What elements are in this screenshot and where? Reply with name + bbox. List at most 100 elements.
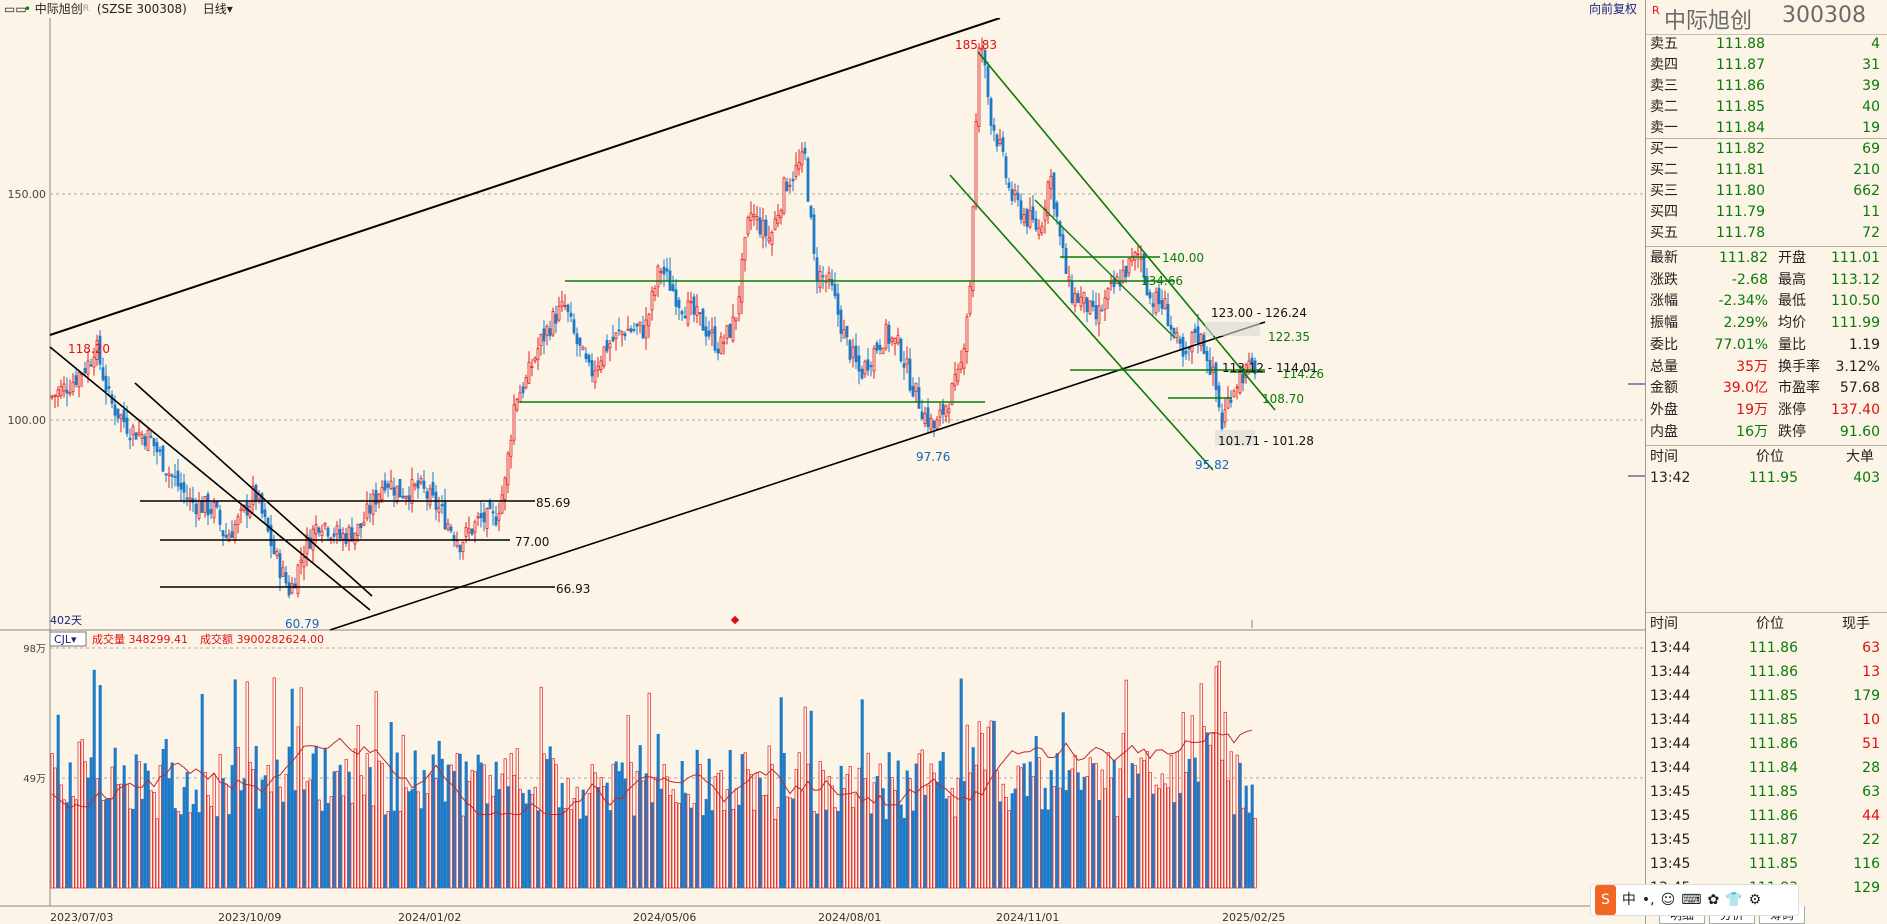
ime-icon[interactable]: ⌨ bbox=[1681, 892, 1702, 908]
stat-row[interactable]: 内盘 16万 跌停 91.60 bbox=[1646, 422, 1887, 443]
candle-body bbox=[827, 272, 831, 280]
tick-row[interactable]: 13:44 111.86 63 bbox=[1646, 638, 1887, 659]
trend-line[interactable] bbox=[329, 321, 1266, 631]
tick-row[interactable]: 13:44 111.86 13 bbox=[1646, 662, 1887, 683]
volume-bar bbox=[1220, 759, 1224, 889]
ask-row[interactable]: 卖三 111.86 39 bbox=[1646, 76, 1887, 97]
tick-row[interactable]: 13:45 111.85 116 bbox=[1646, 854, 1887, 875]
candle-body bbox=[1241, 373, 1245, 384]
trend-line[interactable] bbox=[49, 18, 1001, 336]
bid-row[interactable]: 买五 111.78 72 bbox=[1646, 223, 1887, 244]
volume-bar bbox=[110, 766, 114, 889]
indicator-select[interactable] bbox=[49, 631, 87, 647]
volume-bar bbox=[506, 786, 510, 889]
ime-icon[interactable]: •, bbox=[1641, 892, 1655, 908]
ask-row[interactable]: 卖四 111.87 31 bbox=[1646, 55, 1887, 76]
ask-row[interactable]: 卖一 111.84 19 bbox=[1646, 118, 1887, 139]
volume-bar bbox=[941, 752, 945, 889]
big-header[interactable]: 时间 价位 大单 bbox=[1646, 447, 1887, 468]
tick-row[interactable]: 13:44 111.85 179 bbox=[1646, 686, 1887, 707]
tick-row[interactable]: 13:45 111.86 44 bbox=[1646, 806, 1887, 827]
stock-name[interactable]: 中际旭创 bbox=[34, 2, 83, 16]
volume-bar bbox=[1016, 765, 1020, 889]
ime-icon[interactable]: 中 bbox=[1621, 892, 1636, 908]
stat-row[interactable]: 外盘 19万 涨停 137.40 bbox=[1646, 400, 1887, 421]
ime-icon[interactable]: 👕 bbox=[1725, 892, 1743, 908]
volume-bar bbox=[221, 778, 225, 889]
volume-bar bbox=[257, 808, 261, 889]
bid-row[interactable]: 买四 111.79 11 bbox=[1646, 202, 1887, 223]
trend-line[interactable] bbox=[134, 382, 373, 597]
candle-body bbox=[917, 387, 921, 409]
volume-bar bbox=[884, 819, 888, 889]
volume-bar bbox=[608, 810, 612, 889]
ask-row[interactable]: 卖二 111.85 40 bbox=[1646, 97, 1887, 118]
bid-row[interactable]: 买一 111.82 69 bbox=[1646, 139, 1887, 160]
volume-bar bbox=[1124, 679, 1128, 889]
menu-icon[interactable]: ▭▭ bbox=[4, 2, 27, 16]
candle-body bbox=[641, 325, 645, 339]
volume-bar bbox=[833, 807, 837, 889]
stat-row[interactable]: 金额 39.0亿 市盈率 57.68 bbox=[1646, 378, 1887, 399]
volume-bar bbox=[500, 773, 504, 889]
volume-bar bbox=[1127, 797, 1131, 889]
tick-row[interactable]: 13:44 111.86 51 bbox=[1646, 734, 1887, 755]
level-volume: 11 bbox=[1862, 204, 1880, 220]
tick-header[interactable]: 时间 价位 现手 bbox=[1646, 614, 1887, 635]
tick-row[interactable]: 13:44 111.85 10 bbox=[1646, 710, 1887, 731]
volume-bar bbox=[950, 787, 954, 889]
ime-icon[interactable]: S bbox=[1595, 885, 1616, 915]
trend-line[interactable] bbox=[1034, 199, 1176, 339]
volume-bar bbox=[791, 798, 795, 889]
stat-value: -2.68 bbox=[1731, 271, 1768, 288]
stat-row[interactable]: 振幅 2.29% 均价 111.99 bbox=[1646, 313, 1887, 334]
stat-row[interactable]: 涨幅 -2.34% 最低 110.50 bbox=[1646, 291, 1887, 312]
trend-line[interactable] bbox=[949, 174, 1214, 471]
candle-body bbox=[293, 583, 297, 589]
chart-toolbar: ▭▭ • 中际旭创R (SZSE 300308) 日线▾ 向前复权 bbox=[0, 0, 1645, 19]
ask-row[interactable]: 卖五 111.88 4 bbox=[1646, 34, 1887, 55]
bid-row[interactable]: 买二 111.81 210 bbox=[1646, 160, 1887, 181]
bid-row[interactable]: 买三 111.80 662 bbox=[1646, 181, 1887, 202]
big-order-row[interactable]: 13:42 111.95 403 bbox=[1646, 468, 1887, 489]
volume-bar bbox=[695, 749, 699, 889]
trend-line[interactable] bbox=[49, 346, 371, 611]
marker-icon[interactable] bbox=[730, 615, 740, 625]
volume-bar bbox=[128, 808, 132, 889]
date-label: 2023/07/03 bbox=[50, 911, 113, 924]
candle-body bbox=[653, 287, 657, 296]
period-select[interactable]: 日线▾ bbox=[202, 2, 233, 16]
stat-row[interactable]: 涨跌 -2.68 最高 113.12 bbox=[1646, 270, 1887, 291]
stat-label: 市盈率 bbox=[1778, 380, 1820, 397]
stat-row[interactable]: 总量 35万 换手率 3.12% bbox=[1646, 357, 1887, 378]
volume-bar bbox=[83, 761, 87, 889]
candle-body bbox=[1205, 350, 1209, 362]
tick-row[interactable]: 13:45 111.85 63 bbox=[1646, 782, 1887, 803]
tick-row[interactable]: 13:44 111.84 28 bbox=[1646, 758, 1887, 779]
kline-chart[interactable]: 150.00 100.00 98万 49万 402天 2023/07/03 2023/10/… bbox=[0, 18, 1645, 924]
ime-icon[interactable]: ☺ bbox=[1660, 892, 1676, 908]
candle-body bbox=[275, 551, 279, 557]
tick-row[interactable]: 13:45 111.87 22 bbox=[1646, 830, 1887, 851]
stat-row[interactable]: 委比 77.01% 量比 1.19 bbox=[1646, 335, 1887, 356]
candle-body bbox=[155, 442, 159, 453]
volume-bar bbox=[803, 706, 807, 889]
candle-body bbox=[881, 347, 885, 355]
volume-bar bbox=[578, 818, 582, 889]
candle-body bbox=[215, 501, 219, 508]
ime-toolbar[interactable]: S 中 •, ☺ ⌨ ✿ 👕 ⚙ bbox=[1590, 884, 1799, 916]
volume-bar bbox=[470, 769, 474, 889]
volume-bar bbox=[404, 787, 408, 889]
stat-row[interactable]: 最新 111.82 开盘 111.01 bbox=[1646, 248, 1887, 269]
candle-body bbox=[677, 299, 681, 309]
candle-body bbox=[629, 328, 633, 332]
volume-bar bbox=[176, 811, 180, 889]
candle-body bbox=[329, 537, 333, 540]
stat-label: 量比 bbox=[1778, 336, 1806, 353]
ime-icon[interactable]: ⚙ bbox=[1748, 892, 1762, 908]
trend-line[interactable] bbox=[977, 51, 1276, 411]
candle-body bbox=[971, 206, 975, 291]
adjust-mode[interactable]: 向前复权 bbox=[1588, 2, 1637, 16]
volume-bar bbox=[1025, 796, 1029, 889]
ime-icon[interactable]: ✿ bbox=[1707, 892, 1720, 908]
